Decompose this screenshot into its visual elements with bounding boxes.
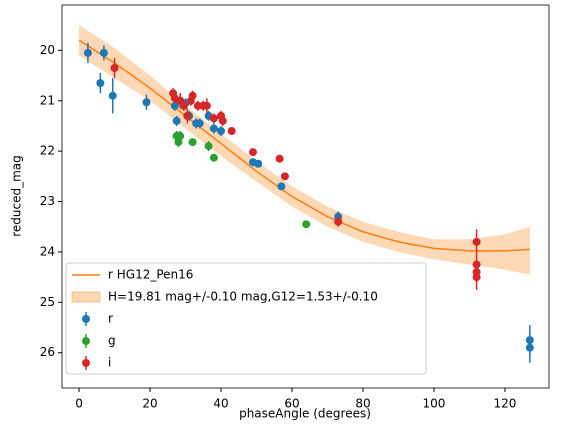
y-tick-label: 26 — [40, 345, 55, 359]
x-tick-label: 120 — [494, 397, 517, 411]
point — [108, 91, 117, 100]
y-tick-label: 21 — [40, 93, 55, 107]
legend-marker — [82, 315, 90, 323]
point — [202, 101, 211, 110]
legend-label: r HG12_Pen16 — [108, 268, 193, 282]
legend-marker — [82, 337, 90, 345]
plot-frame — [61, 4, 550, 389]
y-axis-label: reduced_mag — [10, 155, 24, 237]
point — [472, 237, 481, 246]
y-tick-label: 23 — [40, 194, 55, 208]
point — [99, 48, 108, 57]
legend-label: g — [108, 334, 116, 348]
y-tick-label: 24 — [40, 244, 55, 258]
point — [302, 220, 311, 229]
y-tick-label: 20 — [40, 43, 55, 57]
point — [525, 343, 534, 352]
x-tick-label: 60 — [284, 397, 299, 411]
legend-marker — [82, 359, 90, 367]
point — [96, 79, 105, 88]
point — [275, 154, 284, 163]
point — [209, 124, 218, 133]
point — [472, 273, 481, 282]
point — [204, 142, 213, 151]
x-tick-label: 80 — [355, 397, 370, 411]
point — [209, 153, 218, 162]
point — [183, 111, 192, 120]
point — [254, 159, 263, 168]
legend-patch — [71, 291, 101, 303]
point — [209, 114, 218, 123]
point — [83, 48, 92, 57]
point — [188, 91, 197, 100]
point — [277, 182, 286, 191]
point — [188, 138, 197, 147]
y-tick-label: 25 — [40, 295, 55, 309]
point — [170, 101, 179, 110]
point — [142, 98, 151, 107]
point — [172, 116, 181, 125]
x-tick-label: 40 — [213, 397, 228, 411]
x-tick-label: 20 — [142, 397, 157, 411]
point — [195, 119, 204, 128]
point — [334, 217, 343, 226]
legend-label: i — [108, 356, 111, 370]
point — [217, 126, 226, 135]
x-axis-label: phaseAngle (degrees) — [239, 407, 371, 421]
point — [176, 132, 185, 141]
y-tick-label: 22 — [40, 144, 55, 158]
legend-label: r — [108, 312, 113, 326]
confidence-band — [79, 25, 530, 275]
x-tick-label: 0 — [75, 397, 83, 411]
point — [218, 116, 227, 125]
point — [227, 126, 236, 135]
point — [280, 172, 289, 181]
legend-box — [65, 262, 427, 375]
x-tick-label: 100 — [423, 397, 446, 411]
legend-label: H=19.81 mag+/-0.10 mag,G12=1.53+/-0.10 — [108, 290, 378, 304]
point — [110, 63, 119, 72]
model-line — [78, 39, 530, 252]
point — [179, 101, 188, 110]
point — [248, 148, 257, 157]
